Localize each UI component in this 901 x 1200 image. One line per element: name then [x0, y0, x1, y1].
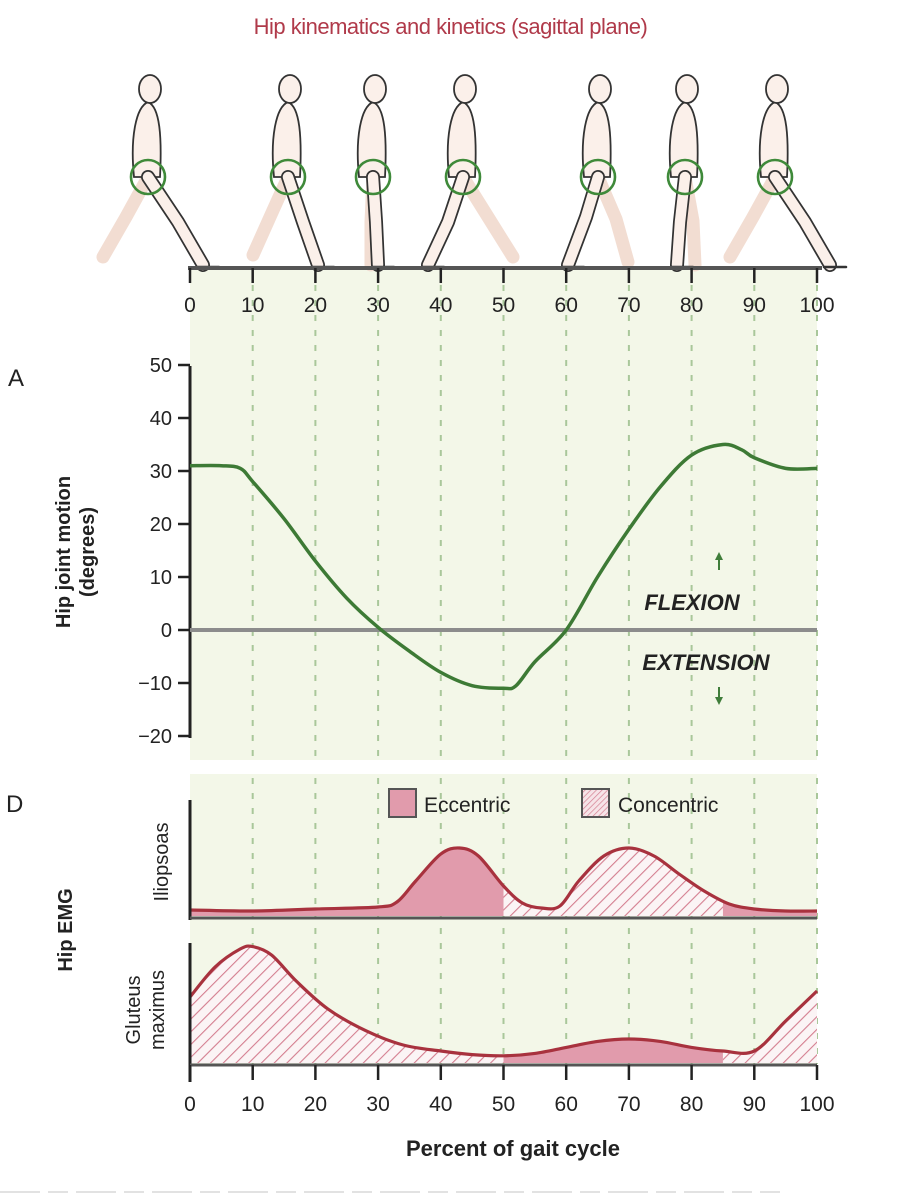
- svg-text:maximus: maximus: [147, 970, 169, 1050]
- svg-text:−10: −10: [138, 673, 172, 695]
- top-x-axis: 0 10 20 30 40 50 60 70 80 90 100: [184, 266, 835, 317]
- figure-title: Hip kinematics and kinetics (sagittal pl…: [253, 14, 648, 39]
- panel-a-label: A: [8, 365, 24, 392]
- svg-text:40: 40: [429, 1093, 452, 1116]
- hip-ylabel-line1: Hip joint motion: [53, 476, 75, 628]
- walking-figure: [666, 74, 704, 272]
- svg-text:−20: −20: [138, 726, 172, 748]
- svg-text:Gluteus: Gluteus: [123, 976, 145, 1045]
- iliopsoas-label: Iliopsoas: [151, 823, 173, 902]
- gluteus-label: Gluteus maximus: [123, 970, 169, 1050]
- svg-text:70: 70: [617, 294, 640, 317]
- emg-label: Hip EMG: [55, 888, 77, 971]
- hip-y-axis-label: Hip joint motion (degrees): [53, 476, 99, 628]
- hip-joint-circle-icon: [354, 158, 392, 196]
- svg-text:90: 90: [743, 1093, 766, 1116]
- walking-figure: [246, 74, 336, 272]
- svg-text:100: 100: [799, 1093, 834, 1116]
- hip-angle-curve: [189, 442, 818, 691]
- svg-text:60: 60: [555, 294, 578, 317]
- svg-text:10: 10: [241, 1093, 264, 1116]
- walking-figure: [723, 74, 848, 272]
- svg-text:Eccentric: Eccentric: [424, 794, 510, 817]
- vertical-gridlines: [251, 285, 818, 1064]
- panel-d-label: D: [6, 791, 23, 818]
- svg-text:80: 80: [680, 294, 703, 317]
- walking-figure: [354, 74, 396, 272]
- svg-text:70: 70: [617, 1093, 640, 1116]
- svg-text:50: 50: [150, 355, 172, 377]
- hip-y-axis: 50 40 30 20 10 0 −10 −20: [138, 355, 192, 748]
- svg-text:10: 10: [150, 567, 172, 589]
- svg-text:40: 40: [429, 294, 452, 317]
- svg-text:20: 20: [304, 294, 327, 317]
- legend-concentric: Concentric: [581, 788, 718, 818]
- hip-ylabel-line2: (degrees): [77, 507, 99, 597]
- emg-curve: [189, 846, 818, 913]
- walking-figure: [420, 74, 520, 272]
- svg-text:100: 100: [799, 294, 834, 317]
- emg-curve: [188, 944, 819, 1058]
- svg-text:50: 50: [492, 294, 515, 317]
- svg-text:90: 90: [743, 294, 766, 317]
- hip-joint-circle-icon: [579, 158, 617, 196]
- bottom-x-axis: 0 10 20 30 40 50 60 70 80 90 100: [184, 1065, 835, 1116]
- svg-text:20: 20: [304, 1093, 327, 1116]
- svg-text:0: 0: [184, 1093, 196, 1116]
- svg-text:0: 0: [161, 620, 172, 642]
- down-arrow-icon: [715, 687, 723, 705]
- hip-joint-circle-icon: [756, 158, 794, 196]
- svg-text:10: 10: [241, 294, 264, 317]
- svg-text:80: 80: [680, 1093, 703, 1116]
- extension-label: EXTENSION: [642, 650, 770, 675]
- legend-eccentric: Eccentric: [388, 788, 510, 818]
- walking-figure: [96, 74, 221, 272]
- walking-figures: [96, 74, 848, 272]
- svg-text:30: 30: [150, 461, 172, 483]
- svg-text:30: 30: [366, 294, 389, 317]
- svg-text:40: 40: [150, 408, 172, 430]
- hip-joint-circle-icon: [269, 158, 307, 196]
- extension-annotation: EXTENSION: [642, 650, 771, 705]
- svg-text:30: 30: [366, 1093, 389, 1116]
- legend: Eccentric Concentric: [388, 788, 718, 818]
- svg-text:20: 20: [150, 514, 172, 536]
- flexion-label: FLEXION: [644, 590, 740, 615]
- x-axis-label: Percent of gait cycle: [406, 1136, 620, 1161]
- svg-text:0: 0: [184, 294, 196, 317]
- svg-text:50: 50: [492, 1093, 515, 1116]
- svg-text:60: 60: [555, 1093, 578, 1116]
- svg-text:Concentric: Concentric: [618, 794, 718, 817]
- walking-figure: [560, 74, 635, 272]
- hip-joint-circle-icon: [129, 158, 167, 196]
- hip-joint-circle-icon: [444, 158, 482, 196]
- flexion-annotation: FLEXION: [644, 552, 741, 615]
- up-arrow-icon: [715, 552, 723, 570]
- hip-joint-circle-icon: [666, 158, 704, 196]
